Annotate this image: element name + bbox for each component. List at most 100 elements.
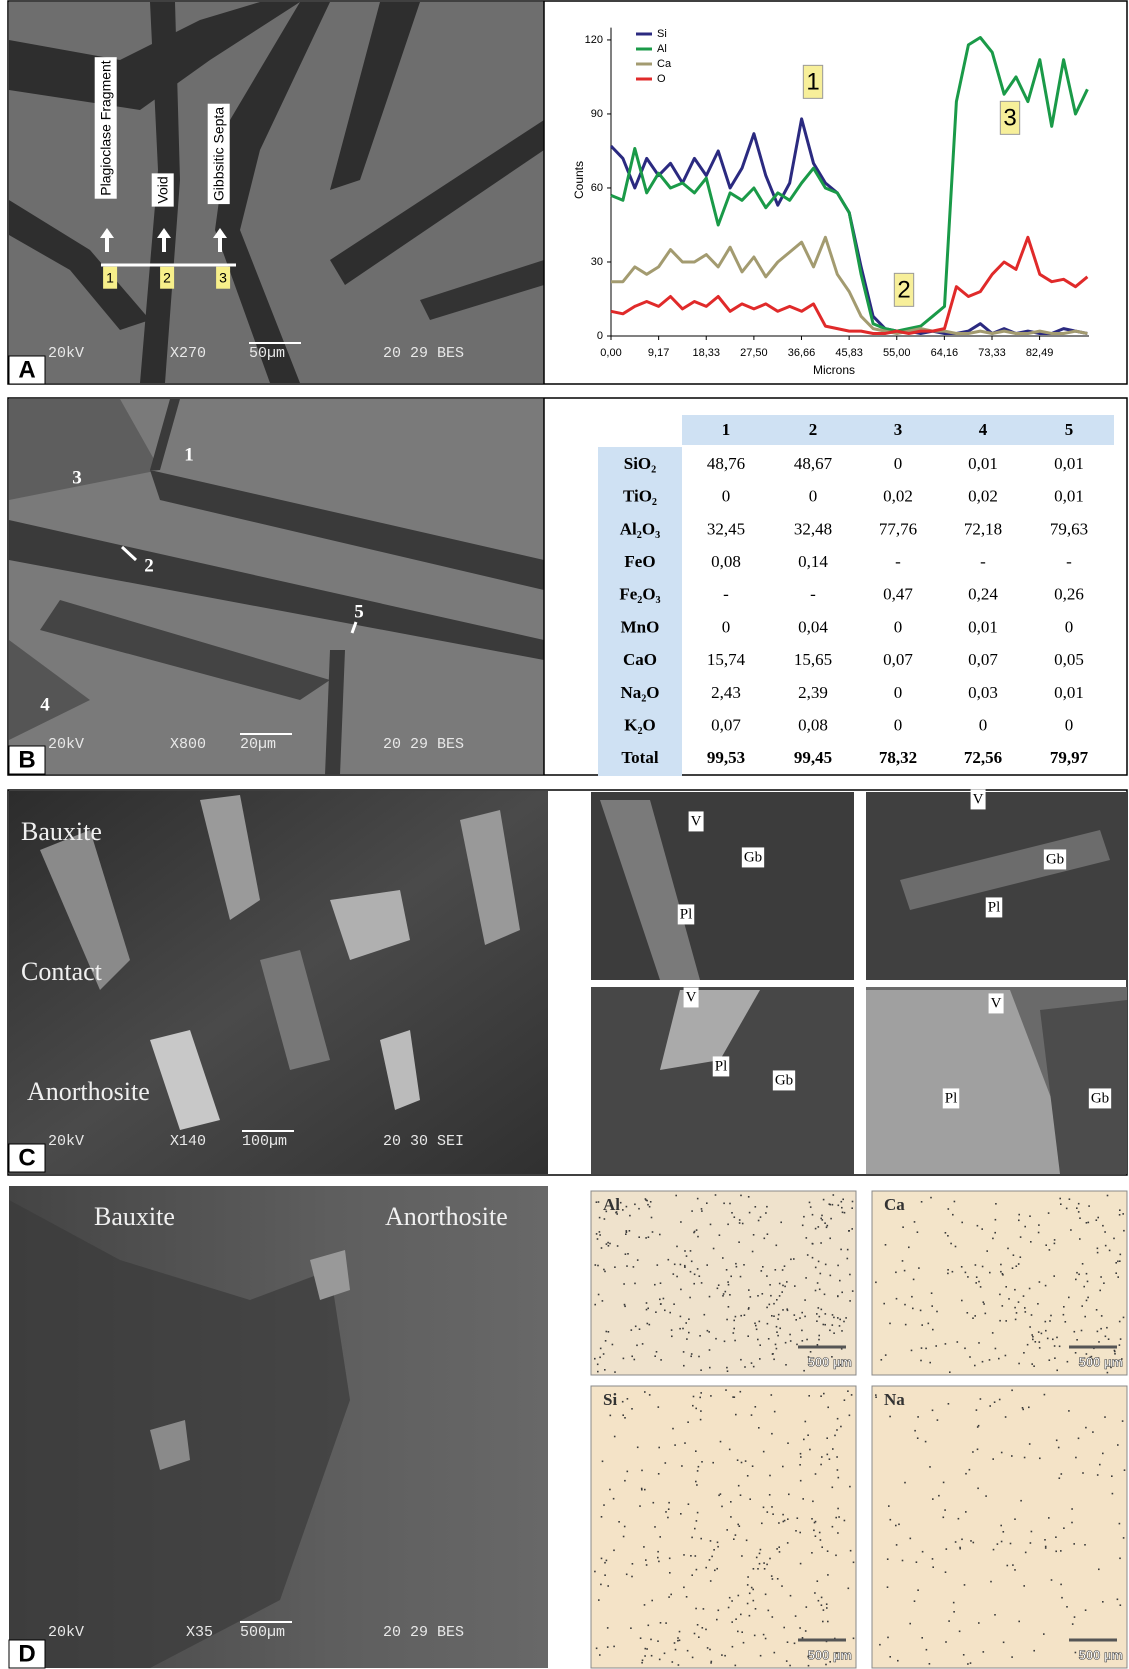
sem-footer: 20kV <box>48 345 84 362</box>
map-dot <box>992 1238 994 1240</box>
inset-label-group: Pl <box>986 897 1003 917</box>
map-dot <box>602 1300 604 1302</box>
map-dot <box>735 1414 737 1416</box>
map-dot <box>961 1300 963 1302</box>
map-dot <box>1066 1606 1068 1608</box>
map-dot <box>727 1281 729 1283</box>
map-dot <box>847 1390 849 1392</box>
map-dot <box>659 1234 661 1236</box>
map-dot <box>972 1451 974 1453</box>
map-dot <box>787 1442 789 1444</box>
map-dot <box>634 1204 636 1206</box>
map-dot <box>764 1238 766 1240</box>
map-dot <box>767 1323 769 1325</box>
map-dot <box>605 1340 607 1342</box>
map-dot <box>961 1222 963 1224</box>
map-dot <box>815 1267 817 1269</box>
analysis-point: 4 <box>40 694 50 715</box>
map-dot <box>757 1295 759 1297</box>
map-dot <box>778 1522 780 1524</box>
map-dot <box>659 1659 661 1661</box>
map-dot <box>598 1201 600 1203</box>
map-dot <box>897 1660 899 1662</box>
map-dot <box>649 1324 651 1326</box>
map-dot <box>803 1216 805 1218</box>
map-dot <box>756 1329 758 1331</box>
map-dot <box>827 1407 829 1409</box>
map-dot <box>749 1212 751 1214</box>
map-dot <box>811 1518 813 1520</box>
map-dot <box>837 1265 839 1267</box>
map-dot <box>654 1355 656 1357</box>
map-dot <box>1002 1305 1004 1307</box>
figure: Plagioclase Fragment1Void2Gibbsitic Sept… <box>0 0 1129 1669</box>
map-dot <box>1018 1621 1020 1623</box>
map-dot <box>973 1542 975 1544</box>
map-dot <box>679 1631 681 1633</box>
map-dot <box>773 1359 775 1361</box>
map-dot <box>1105 1336 1107 1338</box>
map-dot <box>946 1548 948 1550</box>
map-dot <box>728 1306 730 1308</box>
map-dot <box>818 1261 820 1263</box>
map-dot <box>985 1313 987 1315</box>
map-dot <box>741 1631 743 1633</box>
map-dot <box>852 1290 854 1292</box>
map-dot <box>647 1204 649 1206</box>
map-dot <box>695 1408 697 1410</box>
map-dot <box>679 1640 681 1642</box>
map-dot <box>1079 1238 1081 1240</box>
x-tick-label: 73,33 <box>978 347 1006 359</box>
map-dot <box>1003 1531 1005 1533</box>
map-dot <box>949 1371 951 1373</box>
map-dot <box>836 1429 838 1431</box>
map-dot <box>769 1284 771 1286</box>
map-dot <box>819 1532 821 1534</box>
map-dot <box>641 1488 643 1490</box>
map-dot <box>825 1264 827 1266</box>
map-dot <box>599 1357 601 1359</box>
map-dot <box>909 1623 911 1625</box>
map-dot <box>963 1654 965 1656</box>
map-dot <box>1079 1217 1081 1219</box>
map-dot <box>1087 1281 1089 1283</box>
map-dot <box>825 1664 827 1666</box>
map-dot <box>1031 1363 1033 1365</box>
map-dot <box>765 1638 767 1640</box>
map-dot <box>754 1635 756 1637</box>
map-dot <box>721 1506 723 1508</box>
map-dot <box>816 1313 818 1315</box>
map-dot <box>921 1324 923 1326</box>
map-dot <box>680 1264 682 1266</box>
map-dot <box>702 1627 704 1629</box>
map-dot <box>961 1266 963 1268</box>
profile-annotation: Gibbsitic Septa <box>211 107 227 201</box>
map-dot <box>931 1292 933 1294</box>
map-dot <box>801 1330 803 1332</box>
map-dot <box>1076 1207 1078 1209</box>
map-dot <box>775 1344 777 1346</box>
inset-label: Pl <box>945 1090 958 1106</box>
map-dot <box>972 1317 974 1319</box>
map-dot <box>974 1315 976 1317</box>
map-dot <box>691 1353 693 1355</box>
map-dot <box>658 1561 660 1563</box>
profile-annotation-group: Plagioclase Fragment <box>95 57 117 199</box>
map-dot <box>885 1244 887 1246</box>
map-dot <box>673 1303 675 1305</box>
map-dot <box>1005 1416 1007 1418</box>
map-dot <box>631 1576 633 1578</box>
map-dot <box>813 1530 815 1532</box>
map-dot <box>700 1410 702 1412</box>
map-dot <box>922 1551 924 1553</box>
map-dot <box>829 1330 831 1332</box>
map-dot <box>1045 1547 1047 1549</box>
map-dot <box>832 1324 834 1326</box>
map-dot <box>645 1559 647 1561</box>
inset-label-group: Pl <box>943 1088 960 1108</box>
map-dot <box>740 1315 742 1317</box>
map-dot <box>1049 1359 1051 1361</box>
map-dot <box>713 1248 715 1250</box>
map-dot <box>633 1266 635 1268</box>
sem-footer: 20 29 BES <box>383 1624 464 1641</box>
